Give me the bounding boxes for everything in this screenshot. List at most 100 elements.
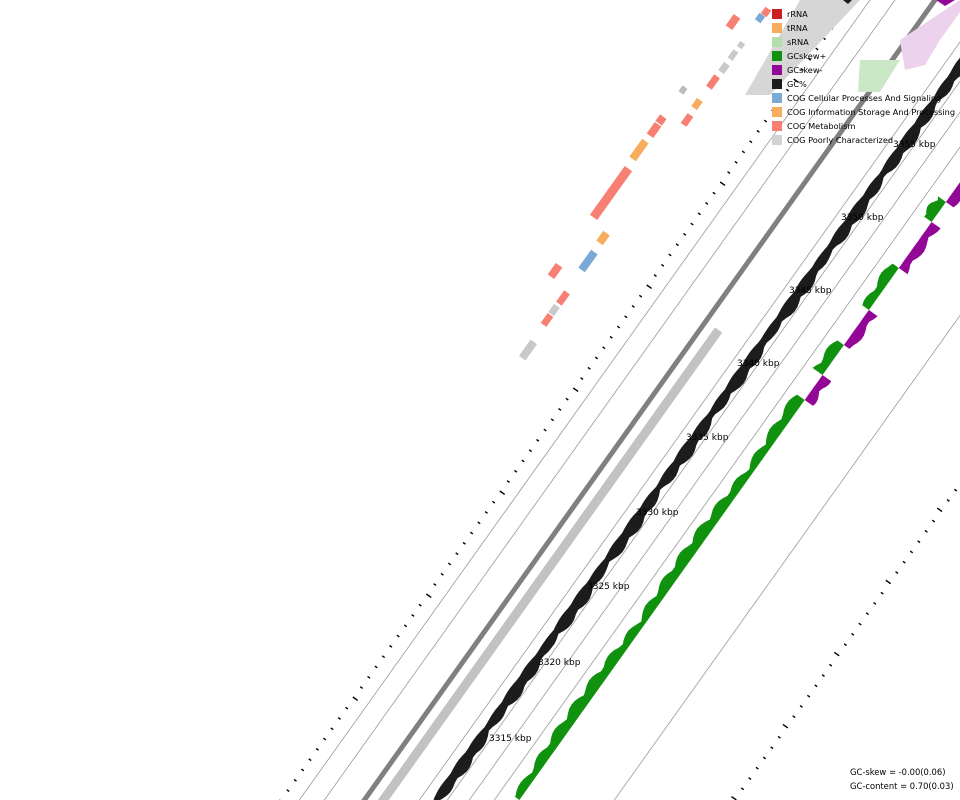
ruler-tick [740,787,745,791]
tick-mark [359,686,364,690]
ruler-tick [770,746,774,750]
legend: rRNA tRNA sRNA GCskew+ GCskew- GC% COG Cellula… [772,7,955,147]
tick-mark [440,572,444,576]
tick-mark [352,696,359,702]
ruler-tick [858,622,862,626]
cog-metabolism-swatch [772,121,782,131]
tick-mark [367,675,371,679]
cog-poorly-gene [718,61,730,75]
tick-mark [572,387,579,393]
ruler-tick [909,550,914,554]
tick-mark [381,655,386,659]
gcskew-positive-segment [812,340,844,375]
ruler-tick [946,498,950,502]
legend-label: COG Metabolism [787,121,856,131]
gc-content-stat: GC-content = 0.70(0.03) [850,781,954,791]
ruler-tick [931,519,936,523]
ruler-tick [799,704,803,708]
tick-mark [455,552,459,556]
gcskew-negative-segment [945,182,960,208]
kbp-label: 3325 kbp [587,582,630,592]
cog-poorly-gene [518,339,538,361]
tick-mark [697,212,701,216]
gcskew-negative-segment [804,375,832,406]
legend-item: COG Information Storage And Processing [772,105,955,119]
kbp-ruler: 3315 kbp 3320 kbp 3325 kbp 3330 kbp 3335 kbp… [489,140,958,800]
kbp-label: 3335 kbp [686,433,729,443]
cog-metabolism-gene [760,6,772,18]
gcskew-negative-segment [898,222,941,275]
cog-metabolism-gene [680,113,694,127]
tick-mark [734,160,738,164]
tick-mark [528,449,533,453]
legend-label: COG Poorly Characterized [787,135,894,145]
legend-label: GCskew- [787,65,823,75]
legend-item: GCskew+ [772,49,955,63]
legend-label: COG Information Storage And Processing [787,107,956,117]
tick-mark [469,531,474,535]
ruler-tick [755,766,759,770]
tick-mark [815,47,819,51]
tick-mark [499,490,506,496]
cog-poorly-gene [727,49,739,61]
tick-mark [712,191,716,195]
gc-content-track [433,57,960,800]
tick-mark [580,377,584,381]
legend-item: sRNA [772,35,955,49]
tick-mark [587,366,591,370]
cog-cellular-gene [754,12,766,24]
tick-mark [286,789,290,793]
tick-mark [550,418,555,422]
cog-poorly-gene [736,40,746,50]
tick-mark [543,428,547,432]
tick-mark [705,202,709,205]
tick-mark [315,747,319,751]
cog-metabolism-gene [706,74,720,90]
track-boundary-line [446,80,960,800]
cog-poorly-swatch [772,135,782,145]
tick-mark [668,253,672,257]
ruler-tick [814,684,818,688]
gc-skew-stat: GC-skew = -0.00(0.06) [850,767,946,777]
stats-summary: GC-skew = -0.00(0.06) GC-content = 0.70(… [850,765,954,793]
legend-label: GCskew+ [787,51,827,61]
tick-mark [683,232,687,236]
tick-mark [807,57,812,61]
cog-information-gene [596,230,610,246]
tick-mark [492,500,496,504]
track-rings [298,0,960,800]
tick-mark [330,727,334,731]
tick-mark [521,459,525,463]
tick-mark [389,644,393,648]
legend-item: rRNA [772,7,955,21]
reverse-strand-band [377,327,723,800]
track-boundary-line [613,314,960,800]
tick-mark [785,88,790,92]
cog-information-gene [691,97,703,111]
cog-information-gene [629,138,649,162]
cog-cellular-swatch [772,93,782,103]
gcskew-positive-segment [515,394,805,800]
legend-label: COG Cellular Processes And Signaling [787,93,942,103]
ruler-tick [902,560,906,564]
tick-mark [624,315,628,319]
tick-mark [484,511,488,514]
track-boundary-line [493,146,960,800]
tick-mark [323,737,327,741]
tick-mark [719,181,726,187]
tRNA-swatch [772,23,782,33]
kbp-label: 3345 kbp [789,286,832,296]
cog-information-swatch [772,107,782,117]
tick-mark [411,614,415,617]
cog-metabolism-gene [646,121,662,139]
gc-content-track [433,57,960,800]
tick-mark [727,171,731,175]
tick-mark [602,346,606,350]
tick-mark [536,438,540,442]
tick-mark [433,583,437,587]
ruler-tick [843,643,847,647]
tick-mark [345,706,349,710]
tick-mark [638,294,643,298]
ruler-tick [895,571,899,574]
